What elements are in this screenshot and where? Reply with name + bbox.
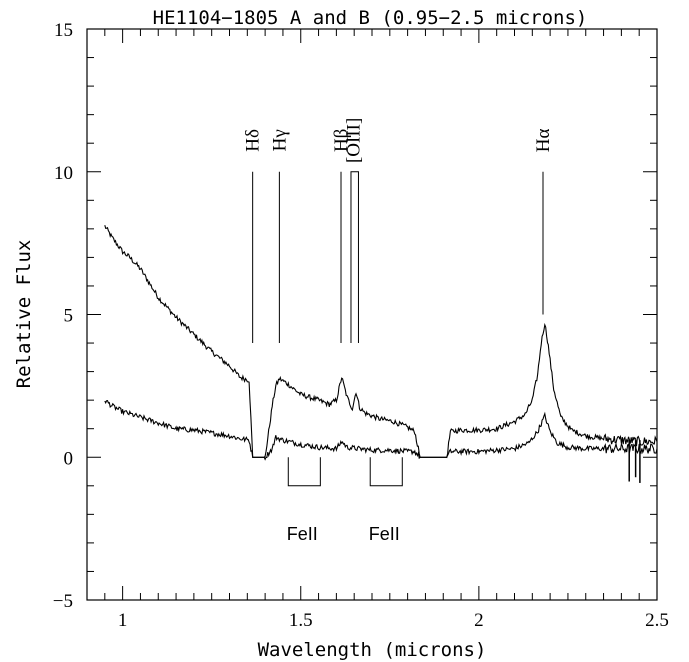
- spectrum-line-1: [104, 225, 658, 459]
- feii-label: FeII: [287, 524, 318, 544]
- feii-bracket: [369, 457, 403, 487]
- emission-line-label: Hγ: [269, 129, 290, 151]
- axis-ticks: [87, 29, 658, 600]
- y-tick-label: −5: [53, 591, 73, 612]
- feii-label: FeII: [369, 524, 400, 544]
- y-tick-label: 0: [64, 448, 74, 469]
- x-tick-label: 2.5: [645, 610, 669, 631]
- emission-line-label: Hα: [533, 128, 554, 152]
- x-tick-label: 1: [118, 610, 128, 631]
- y-tick-label: 5: [64, 306, 74, 327]
- annotation-layer: Hδ Hγ Hβ[OIII] Hα FeII FeII: [243, 118, 554, 544]
- y-tick-label: 10: [54, 163, 73, 184]
- tick-labels: 1 1.5 2 2.5 −5 0 5 10 15: [53, 20, 669, 631]
- emission-line-label: Hδ: [243, 129, 264, 152]
- feii-bracket: [287, 457, 321, 487]
- plot-frame: [86, 28, 658, 601]
- x-tick-label: 2: [474, 610, 484, 631]
- emission-line-label: Hβ: [331, 129, 352, 152]
- x-axis-label: Wavelength (microns): [258, 639, 487, 661]
- x-tick-label: 1.5: [289, 610, 313, 631]
- y-tick-label: 15: [54, 20, 73, 41]
- line-marker-oiii: [350, 171, 359, 344]
- chart-title: HE1104−1805 A and B (0.95−2.5 microns): [153, 7, 588, 29]
- spectrum-line-2: [104, 400, 658, 461]
- emission-line-label: [OIII]: [343, 118, 364, 163]
- y-axis-label: Relative Flux: [13, 240, 35, 389]
- series-layer: [104, 225, 658, 483]
